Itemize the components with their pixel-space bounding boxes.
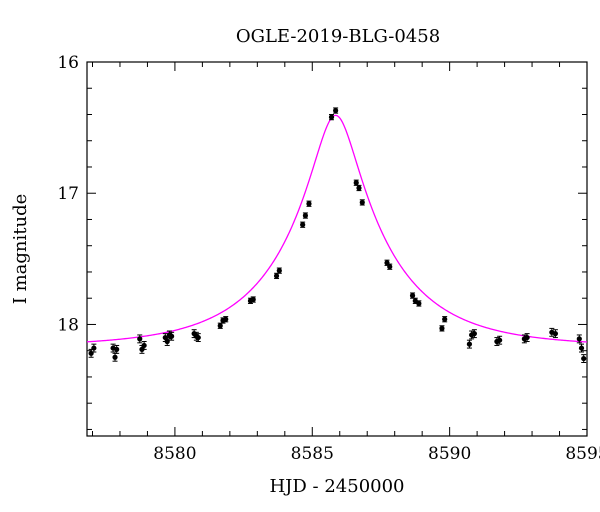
data-point [359, 199, 365, 206]
data-point [306, 200, 312, 207]
data-point [578, 343, 585, 353]
model-curve [86, 114, 588, 343]
data-point [169, 331, 175, 341]
plot-frame [86, 61, 588, 437]
axis-tick-labels: 8580 8585 8590 8595 16 17 18 [57, 53, 600, 464]
data-point [217, 322, 223, 329]
data-point [581, 354, 587, 364]
data-point [195, 333, 201, 343]
y-axis-label: I magnitude [10, 194, 31, 305]
data-point [91, 343, 97, 353]
data-point [112, 352, 118, 362]
x-tick-label: 8595 [565, 444, 600, 464]
data-point [328, 113, 335, 121]
data-point [353, 179, 359, 186]
data-point [439, 325, 445, 332]
x-tick-label: 8590 [428, 444, 471, 464]
x-tick-label: 8585 [291, 444, 334, 464]
data-points [88, 107, 587, 364]
data-point [356, 184, 362, 192]
data-point [114, 344, 120, 354]
data-point [471, 329, 477, 339]
data-point [333, 107, 339, 114]
data-point [250, 296, 256, 303]
data-point [466, 339, 473, 349]
data-point [223, 316, 229, 323]
data-point [137, 334, 143, 344]
data-point [497, 335, 503, 345]
data-point [416, 300, 422, 307]
data-point [141, 341, 147, 350]
x-tick-label: 8580 [153, 444, 196, 464]
chart-title: OGLE-2019-BLG-0458 [236, 26, 440, 47]
y-tick-label: 18 [57, 315, 79, 335]
y-tick-label: 16 [57, 53, 79, 73]
data-point [302, 212, 309, 219]
data-point [442, 316, 448, 323]
x-axis-label: HJD - 2450000 [269, 476, 404, 497]
data-point [273, 272, 280, 280]
data-point [552, 329, 559, 339]
data-point [409, 292, 416, 299]
axis-ticks [87, 61, 588, 436]
data-point [387, 263, 393, 270]
data-point [276, 267, 282, 274]
data-point [300, 221, 306, 228]
data-point [576, 334, 582, 344]
data-point [164, 337, 170, 346]
data-point [524, 333, 530, 343]
y-tick-label: 17 [57, 184, 79, 204]
